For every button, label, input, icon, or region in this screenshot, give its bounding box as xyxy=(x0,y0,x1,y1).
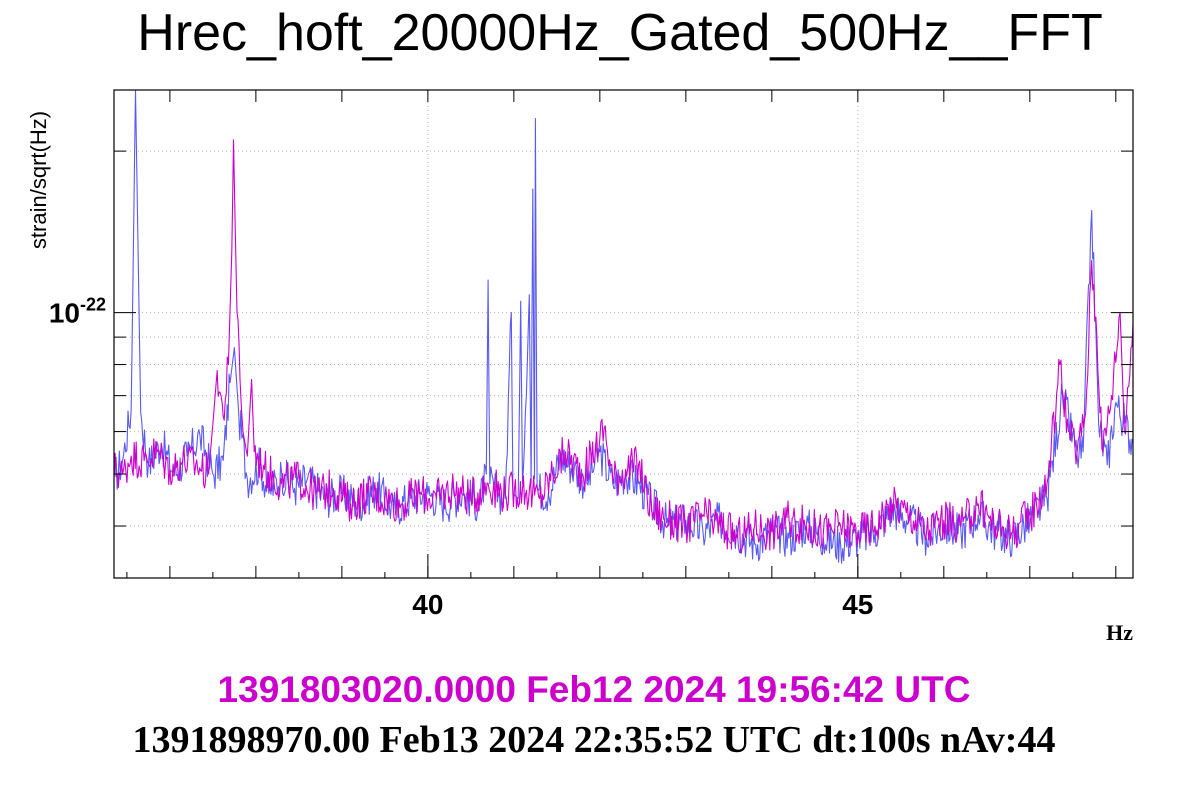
current-trace-label: 1391898970.00 Feb13 2024 22:35:52 UTC dt… xyxy=(133,719,1056,761)
grid-lines xyxy=(114,90,1133,578)
x-axis: 40 45 xyxy=(126,90,1117,620)
y-axis: 10-22 xyxy=(49,150,1133,527)
plot-frame xyxy=(113,89,1134,579)
y-tick-label: 10-22 xyxy=(49,295,106,329)
y-axis-label: strain/sqrt(Hz) xyxy=(26,111,51,249)
x-tick-label: 40 xyxy=(412,589,443,620)
plot-background xyxy=(114,90,1133,578)
chart-title: Hrec_hoft_20000Hz_Gated_500Hz__FFT xyxy=(137,4,1102,62)
x-tick-label: 45 xyxy=(842,589,873,620)
plot-area: 40 45 10-22 xyxy=(49,89,1134,620)
x-axis-label: Hz xyxy=(1106,620,1133,645)
reference-trace-label: 1391803020.0000 Feb12 2024 19:56:42 UTC xyxy=(218,669,971,710)
series-line-2 xyxy=(113,139,1134,554)
series-layer xyxy=(113,89,1134,564)
